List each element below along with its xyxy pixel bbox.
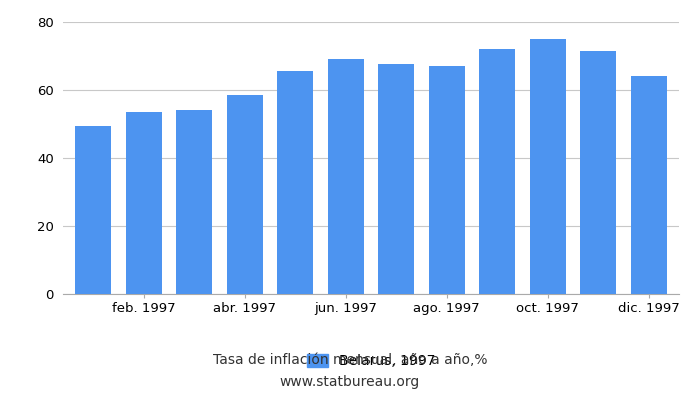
Bar <box>378 64 414 294</box>
Legend: Belarus, 1997: Belarus, 1997 <box>301 348 441 374</box>
Bar <box>428 66 465 294</box>
Bar <box>328 59 364 294</box>
Bar <box>125 112 162 294</box>
Bar <box>277 71 314 294</box>
Bar <box>75 126 111 294</box>
Text: www.statbureau.org: www.statbureau.org <box>280 375 420 389</box>
Text: Tasa de inflación mensual, año a año,%: Tasa de inflación mensual, año a año,% <box>213 353 487 367</box>
Bar <box>227 95 263 294</box>
Bar <box>529 39 566 294</box>
Bar <box>479 49 515 294</box>
Bar <box>580 51 617 294</box>
Bar <box>176 110 213 294</box>
Bar <box>631 76 667 294</box>
